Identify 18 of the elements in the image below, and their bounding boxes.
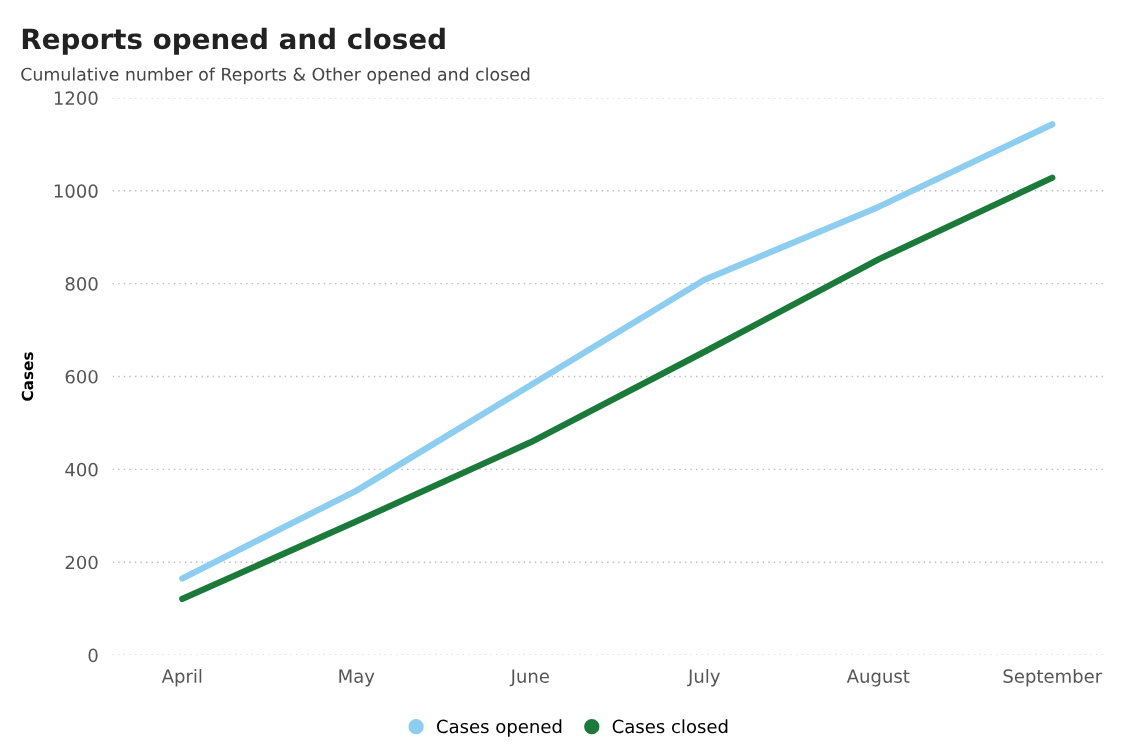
x-tick-label: July xyxy=(687,669,720,687)
y-tick-label: 800 xyxy=(65,277,98,291)
x-tick-label: September xyxy=(1003,669,1103,687)
y-tick-label: 1200 xyxy=(54,91,98,106)
x-tick-label: April xyxy=(161,669,202,687)
y-axis-title: Cases xyxy=(21,352,34,401)
x-tick-label: August xyxy=(846,669,910,687)
y-tick-label: 0 xyxy=(88,648,98,663)
y-tick-label: 400 xyxy=(65,462,98,477)
x-tick-label: May xyxy=(339,669,375,687)
y-tick-label: 600 xyxy=(65,369,98,384)
x-tick-label: June xyxy=(509,669,549,687)
chart-title: Reports opened and closed xyxy=(22,27,445,55)
chart-subtitle: Cumulative number of Reports & Other opened and closed xyxy=(21,67,530,85)
y-tick-label: 1000 xyxy=(54,184,98,198)
legend-label: Cases opened xyxy=(436,719,562,737)
y-tick-label: 200 xyxy=(65,555,98,570)
legend-label: Cases closed xyxy=(612,719,728,734)
